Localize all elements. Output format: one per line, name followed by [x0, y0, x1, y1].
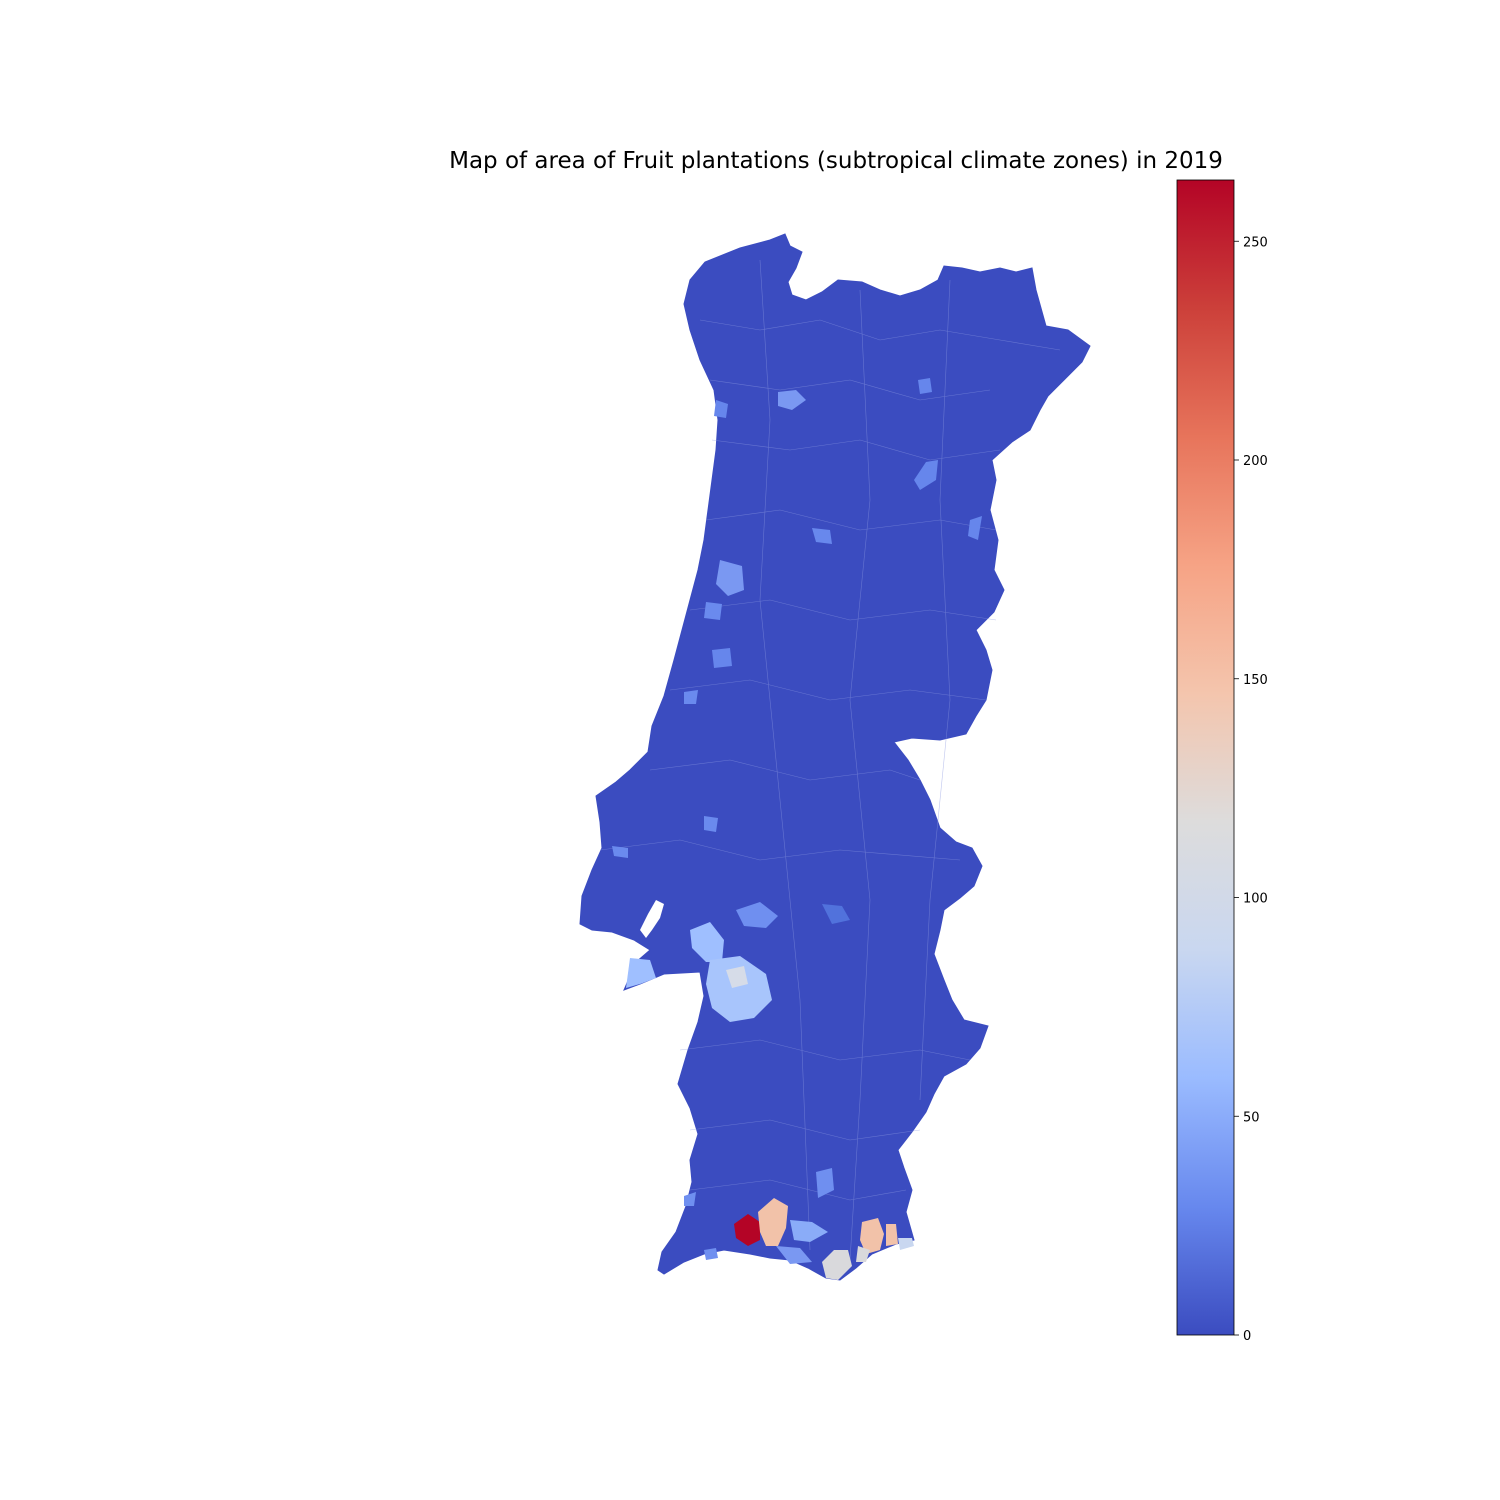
- region-tavira-2: [856, 1246, 870, 1262]
- region-aveiro: [716, 560, 744, 596]
- colorbar-tick-label: 100: [1243, 892, 1268, 907]
- region-vrsa: [886, 1224, 898, 1246]
- tagus-estuary: [640, 900, 664, 938]
- region-evora: [822, 904, 850, 924]
- region-coruche: [736, 902, 778, 928]
- region-vendas-novas-core: [726, 966, 748, 988]
- region-guarda: [914, 460, 938, 490]
- region-braganca: [918, 378, 932, 394]
- municipality-borders: [599, 259, 1061, 1261]
- region-albufeira: [776, 1246, 812, 1264]
- region-silves: [790, 1220, 828, 1242]
- highlighted-municipalities: [612, 378, 982, 1280]
- region-south-coast: [704, 1248, 718, 1260]
- colorbar-tick-label: 250: [1243, 235, 1268, 250]
- region-minho-2: [778, 390, 806, 410]
- region-setubal-palmela: [690, 922, 724, 962]
- region-vendas-novas-montemor: [706, 956, 772, 1022]
- region-lagos: [734, 1214, 760, 1246]
- colorbar-tick-label: 50: [1243, 1110, 1260, 1125]
- colorbar-tick-label: 200: [1243, 454, 1268, 469]
- region-coimbra: [712, 648, 732, 668]
- region-leiria: [684, 690, 698, 704]
- region-tavira: [860, 1218, 884, 1254]
- region-tomar: [704, 816, 718, 832]
- region-minho-1: [714, 400, 728, 418]
- region-aveiro-2: [704, 602, 722, 620]
- map-title: Map of area of Fruit plantations (subtro…: [449, 148, 1223, 174]
- region-sesimbra: [626, 958, 656, 988]
- region-monchique: [816, 1168, 834, 1198]
- region-beira-east: [968, 516, 982, 540]
- region-portimao: [758, 1198, 788, 1246]
- region-aljezur: [684, 1192, 696, 1206]
- region-viseu: [812, 528, 832, 544]
- region-vrsa-2: [898, 1238, 914, 1250]
- colorbar-tick-label: 150: [1243, 673, 1268, 688]
- region-sintra: [612, 846, 628, 858]
- colorbar-gradient: [1176, 179, 1235, 1336]
- portugal-mainland: [579, 233, 1091, 1281]
- colorbar-tick-label: 0: [1243, 1329, 1251, 1344]
- colorbar-ticks: 0 50 100 150 200 250: [1234, 235, 1268, 1344]
- region-faro-olhao: [822, 1250, 852, 1280]
